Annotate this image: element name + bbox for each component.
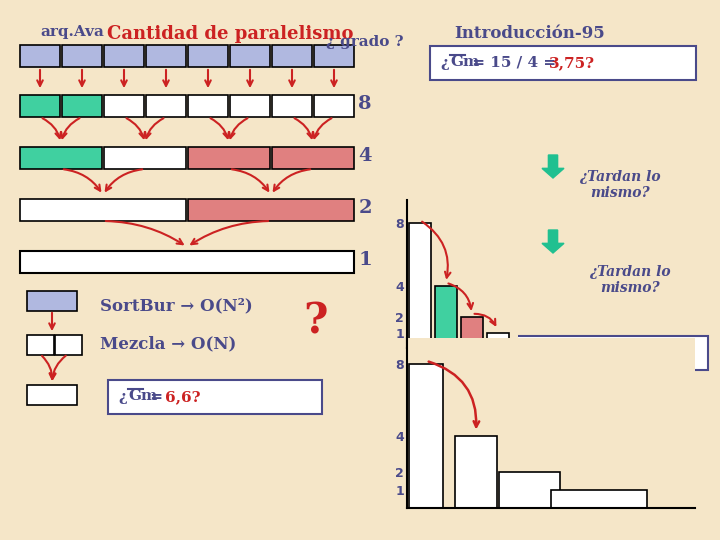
Bar [409,364,444,508]
Text: ¿: ¿ [118,390,127,404]
FancyBboxPatch shape [230,45,270,67]
FancyBboxPatch shape [20,45,60,67]
Bar [409,223,431,348]
FancyBboxPatch shape [188,199,354,221]
FancyBboxPatch shape [104,147,186,169]
FancyBboxPatch shape [230,95,270,117]
FancyBboxPatch shape [27,335,54,355]
Text: 2,5?: 2,5? [564,346,600,360]
Text: Mezcla → O(N): Mezcla → O(N) [100,335,236,352]
FancyBboxPatch shape [188,45,228,67]
FancyBboxPatch shape [62,95,102,117]
FancyBboxPatch shape [20,147,102,169]
FancyBboxPatch shape [27,385,77,405]
FancyBboxPatch shape [188,147,270,169]
Text: = 15 / 4 =: = 15 / 4 = [467,56,562,70]
FancyBboxPatch shape [104,45,144,67]
Text: Gm: Gm [466,345,495,359]
FancyBboxPatch shape [314,95,354,117]
Bar [455,436,497,508]
Text: arq.Ava: arq.Ava [40,25,104,39]
Text: ¿: ¿ [440,56,449,70]
Text: ¿ grado ?: ¿ grado ? [326,35,404,49]
FancyBboxPatch shape [430,46,696,80]
FancyBboxPatch shape [446,336,708,370]
Text: Gm: Gm [128,389,157,403]
Polygon shape [542,155,564,178]
Text: 6,6?: 6,6? [166,390,201,404]
Text: 3,75?: 3,75? [549,56,595,70]
Text: ¿Tardan lo
mismo?: ¿Tardan lo mismo? [579,170,661,200]
Text: = 20 / 8 =: = 20 / 8 = [483,346,577,360]
FancyBboxPatch shape [27,291,77,311]
FancyBboxPatch shape [55,335,82,355]
Text: Cantidad de paralelismo: Cantidad de paralelismo [107,25,354,43]
Text: 2: 2 [359,199,372,217]
FancyBboxPatch shape [62,45,102,67]
Text: ¿: ¿ [456,346,465,360]
Bar [487,333,508,348]
Text: 1: 1 [358,251,372,269]
FancyBboxPatch shape [108,380,322,414]
Polygon shape [542,230,564,253]
FancyBboxPatch shape [20,95,60,117]
Text: =: = [145,390,168,404]
FancyBboxPatch shape [20,199,186,221]
Text: Introducción-95: Introducción-95 [454,25,606,42]
Text: 4: 4 [359,147,372,165]
Text: 8: 8 [359,95,372,113]
FancyBboxPatch shape [272,95,312,117]
FancyBboxPatch shape [20,251,354,273]
Text: ?: ? [302,301,328,343]
FancyBboxPatch shape [146,95,186,117]
Bar [499,472,560,508]
FancyBboxPatch shape [104,95,144,117]
Text: ¿Tardan lo
mismo?: ¿Tardan lo mismo? [589,265,671,295]
FancyBboxPatch shape [146,45,186,67]
FancyBboxPatch shape [188,95,228,117]
FancyBboxPatch shape [314,45,354,67]
FancyBboxPatch shape [272,45,312,67]
Bar [435,286,456,348]
Bar [461,317,482,348]
Text: SortBur → O(N²): SortBur → O(N²) [100,297,253,314]
FancyBboxPatch shape [272,147,354,169]
Text: Gm: Gm [450,55,480,69]
Bar [551,490,647,508]
